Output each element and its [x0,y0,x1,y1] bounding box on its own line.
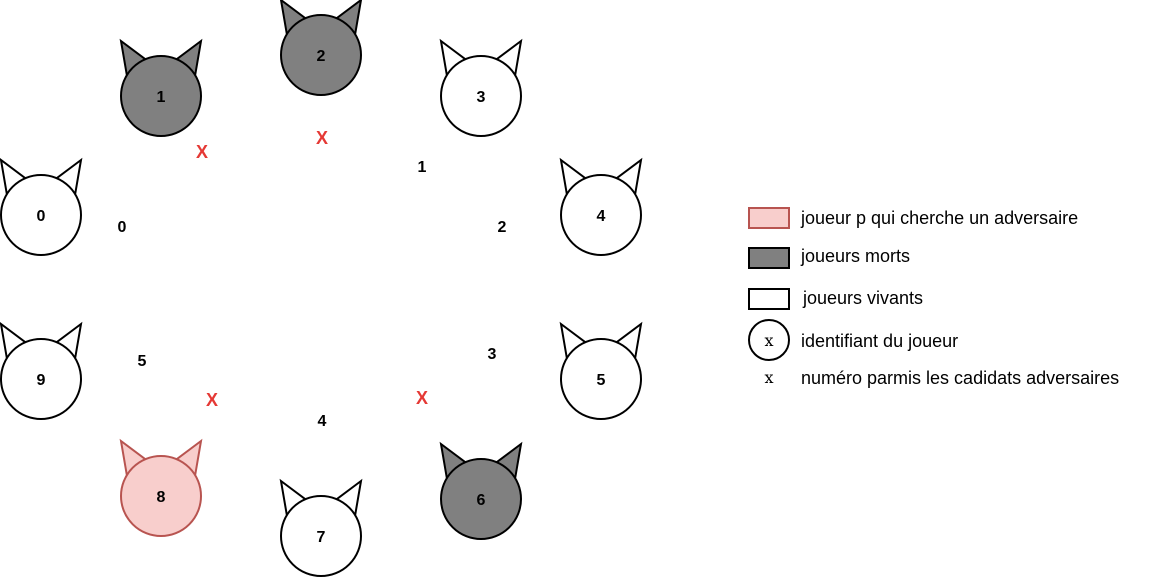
legend-label-candidate-number: numéro parmis les cadidats adversaires [801,368,1119,388]
player-head [0,174,82,256]
player-id-label: 8 [157,489,166,506]
player-head [120,55,202,137]
excluded-mark: X [196,142,208,162]
excluded-mark: X [416,388,428,408]
candidate-number-2: 2 [498,219,507,236]
legend-item-searcher: joueur p qui cherche un adversaire [748,207,1078,229]
player-2: 2 [279,0,363,96]
player-id-label: 5 [597,372,606,389]
legend-label-dead: joueurs morts [800,246,910,266]
legend-label-searcher: joueur p qui cherche un adversaire [800,208,1078,228]
legend: joueur p qui cherche un adversaire joueu… [748,207,1119,388]
player-0: 0 [0,157,83,256]
excluded-mark: X [316,128,328,148]
player-4: 4 [559,157,643,256]
candidate-number-3: 3 [488,346,497,363]
player-id-label: 4 [597,208,606,225]
candidate-number-5: 5 [138,353,147,370]
legend-swatch-searcher [748,207,790,229]
candidate-numbers-layer: 0 1 2 3 4 5 [118,159,507,430]
legend-id-symbol: x [764,331,773,350]
excluded-mark: X [206,390,218,410]
legend-number-symbol: x [764,368,773,387]
player-id-label: 7 [317,529,326,546]
player-head [280,495,362,577]
candidate-number-4: 4 [318,413,327,430]
player-3: 3 [439,38,523,137]
legend-item-candidate-number: x numéro parmis les cadidats adversaires [764,368,1119,388]
legend-label-alive: joueurs vivants [802,288,923,308]
player-5: 5 [559,321,643,420]
player-8: 8 [119,438,203,537]
player-head [560,174,642,256]
legend-item-alive: joueurs vivants [748,288,923,310]
player-head [280,14,362,96]
legend-item-player-id: x identifiant du joueur [748,319,958,361]
player-id-label: 3 [477,89,486,106]
player-7: 7 [279,478,363,577]
player-head [440,458,522,540]
candidate-number-1: 1 [418,159,427,176]
legend-id-circle [748,319,790,361]
legend-swatch-dead [748,247,790,269]
excluded-marks-layer: X X X X [196,128,428,410]
player-id-label: 2 [317,48,326,65]
candidate-number-0: 0 [118,219,127,236]
legend-swatch-alive [748,288,790,310]
player-id-label: 1 [157,89,166,106]
player-1: 1 [119,38,203,137]
player-head [560,338,642,420]
player-head [120,455,202,537]
player-id-label: 6 [477,492,486,509]
legend-label-player-id: identifiant du joueur [801,331,958,351]
player-head [0,338,82,420]
legend-item-dead: joueurs morts [748,246,910,269]
player-id-label: 9 [37,372,46,389]
player-id-label: 0 [37,208,46,225]
player-6: 6 [439,441,523,540]
player-head [440,55,522,137]
player-9: 9 [0,321,83,420]
players-layer: 0 1 2 3 4 5 6 7 8 9 [0,0,643,577]
